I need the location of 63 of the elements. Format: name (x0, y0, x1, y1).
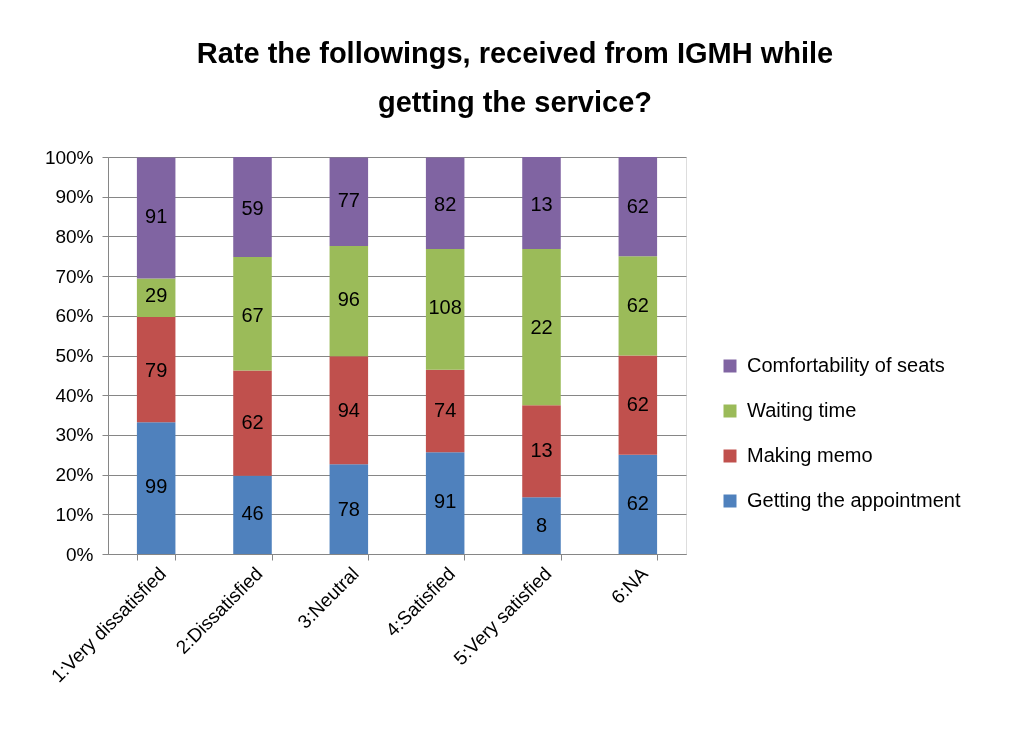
bar (425, 157, 465, 250)
annotation: 91 (145, 204, 168, 227)
annotation: 62 (626, 293, 649, 316)
bar (522, 405, 561, 498)
bar (329, 245, 369, 357)
bar (618, 355, 658, 455)
annotation: 99 (145, 474, 168, 497)
annotation: 74 (434, 399, 457, 422)
annotation: 91 (434, 490, 457, 513)
annotation: 13 (530, 192, 553, 215)
annotation: 82 (434, 192, 457, 215)
annotation: 59 (241, 196, 264, 219)
bar (522, 157, 561, 250)
bar (233, 370, 272, 476)
annotation: 62 (626, 194, 649, 217)
bar (233, 475, 272, 554)
y-tick-label: 20% (55, 464, 94, 486)
annotation: 77 (337, 188, 360, 211)
bar (618, 157, 658, 257)
bar (329, 464, 369, 554)
annotation: 96 (337, 287, 360, 310)
legend-label: Waiting time (747, 399, 857, 421)
annotation: 13 (530, 438, 553, 461)
bar (618, 454, 658, 554)
bar (329, 157, 369, 246)
bar (233, 257, 272, 371)
y-tick-label: 10% (55, 503, 94, 525)
annotation: 62 (241, 410, 264, 433)
bar (136, 316, 176, 423)
bar (425, 369, 465, 453)
bar (233, 157, 272, 258)
y-tick-label: 60% (55, 305, 94, 327)
annotation: 78 (337, 498, 360, 521)
annotation: 94 (337, 399, 360, 422)
bar (329, 356, 369, 465)
y-tick-label: 40% (55, 384, 94, 406)
y-tick-label: 30% (55, 424, 94, 446)
bar (618, 256, 658, 356)
y-tick-label: 80% (55, 225, 94, 247)
annotation: 67 (241, 303, 264, 326)
annotation: 29 (145, 283, 168, 306)
bar (425, 249, 465, 370)
y-tick-label: 50% (55, 345, 94, 366)
legend-label: Making memo (747, 444, 873, 466)
bar (136, 157, 176, 279)
legend-label: Getting the appointment (747, 489, 961, 511)
y-tick-label: 0% (66, 543, 94, 565)
annotation: 22 (530, 315, 553, 338)
y-tick-label: 90% (55, 186, 94, 208)
annotation: 8 (535, 514, 548, 537)
annotation: 79 (145, 359, 168, 382)
annotation: 46 (241, 502, 264, 525)
legend-label: Comfortability of seats (747, 354, 945, 376)
annotation: 62 (626, 393, 649, 416)
chart-title: Rate the followings, received from IGMH while getting the service? (196, 37, 834, 118)
bar (522, 497, 561, 554)
bar (136, 422, 176, 554)
annotation: 62 (626, 492, 649, 515)
bar (425, 452, 465, 554)
y-tick-label: 100% (44, 146, 94, 168)
y-tick-label: 70% (55, 265, 94, 287)
annotation: 108 (428, 295, 462, 318)
bar (522, 249, 561, 406)
